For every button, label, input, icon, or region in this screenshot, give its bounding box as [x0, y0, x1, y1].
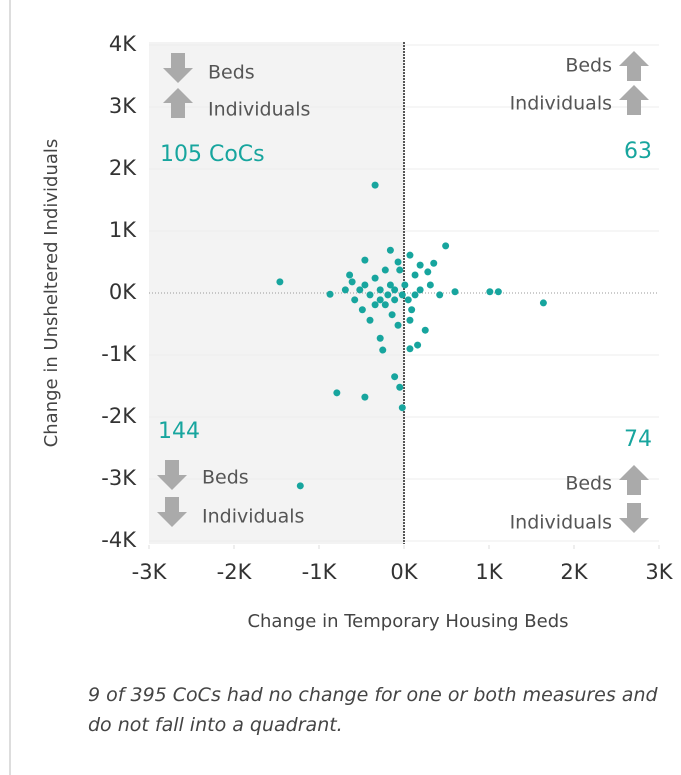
x-tick-label: 1K — [475, 560, 503, 584]
quadrant-label: Individuals — [510, 512, 612, 534]
point — [416, 261, 424, 269]
point — [333, 389, 341, 397]
x-tick-label: 2K — [560, 560, 588, 584]
arrow-icon — [619, 51, 649, 81]
point — [376, 296, 384, 304]
point — [296, 482, 304, 490]
point — [356, 286, 364, 294]
arrow-icon — [163, 88, 193, 118]
point — [398, 291, 406, 299]
arrow-icon — [619, 85, 649, 115]
point — [391, 296, 399, 304]
quadrant-label: Beds — [565, 473, 612, 495]
point — [381, 266, 389, 274]
x-tick-label: 3K — [645, 560, 673, 584]
quadrant-label: Individuals — [510, 93, 612, 115]
point — [381, 301, 389, 309]
y-tick-label: -3K — [101, 466, 137, 490]
point — [408, 306, 416, 314]
point — [494, 288, 502, 296]
point — [486, 288, 494, 296]
point — [366, 316, 374, 324]
quadrant-count: 105 CoCs — [160, 142, 265, 167]
arrow-icon — [619, 503, 649, 533]
point — [421, 326, 429, 334]
y-axis-title: Change in Unsheltered Individuals — [41, 139, 62, 448]
point — [401, 281, 409, 289]
quadrant-label: Beds — [565, 55, 612, 77]
point — [376, 286, 384, 294]
point — [451, 288, 459, 296]
quadrant-label: Beds — [202, 467, 249, 489]
footnote: 9 of 395 CoCs had no change for one or b… — [88, 684, 658, 736]
point — [404, 296, 412, 304]
x-tick-label: -2K — [217, 560, 253, 584]
point — [361, 256, 369, 264]
point — [442, 242, 450, 250]
quadrant-label: Individuals — [208, 99, 310, 121]
point — [406, 251, 414, 259]
point — [346, 271, 354, 279]
point — [384, 291, 392, 299]
point — [341, 286, 349, 294]
quadrant-count: 63 — [624, 139, 652, 164]
y-tick-label: -2K — [101, 404, 137, 428]
point — [376, 334, 384, 342]
point — [414, 341, 422, 349]
arrow-icon — [157, 460, 187, 490]
x-tick-label: -1K — [302, 560, 338, 584]
y-tick-label: 0K — [109, 280, 137, 304]
point — [396, 266, 404, 274]
point — [406, 345, 414, 353]
y-tick-label: 2K — [109, 156, 137, 180]
quadrant-count: 144 — [158, 419, 200, 444]
point — [430, 259, 438, 267]
point — [539, 299, 547, 307]
x-tick-label: -3K — [132, 560, 168, 584]
point — [366, 291, 374, 299]
quadrant-count: 74 — [624, 427, 652, 452]
x-tick-label: 0K — [390, 560, 418, 584]
point — [396, 383, 404, 391]
point — [416, 286, 424, 294]
point — [424, 268, 432, 276]
point — [386, 246, 394, 254]
quadrant-label: Beds — [208, 62, 255, 84]
point — [406, 316, 414, 324]
point — [391, 373, 399, 381]
arrow-icon — [619, 465, 649, 495]
point — [358, 306, 366, 314]
arrow-icon — [157, 497, 187, 527]
point — [411, 271, 419, 279]
y-tick-label: -1K — [101, 342, 137, 366]
point — [379, 346, 387, 354]
point — [371, 181, 379, 189]
point — [386, 281, 394, 289]
point — [426, 281, 434, 289]
point — [361, 393, 369, 401]
point — [411, 291, 419, 299]
point — [436, 291, 444, 299]
y-tick-label: -4K — [101, 528, 137, 552]
quadrant-label: Individuals — [202, 506, 304, 528]
point — [276, 278, 284, 286]
point — [391, 286, 399, 294]
point — [371, 274, 379, 282]
point — [394, 321, 402, 329]
point — [351, 296, 359, 304]
point — [361, 281, 369, 289]
point — [398, 404, 406, 412]
point — [394, 258, 402, 266]
x-axis-title: Change in Temporary Housing Beds — [247, 611, 568, 632]
point — [371, 301, 379, 309]
y-tick-label: 3K — [109, 94, 137, 118]
y-tick-label: 1K — [109, 218, 137, 242]
point — [348, 278, 356, 286]
arrow-icon — [163, 53, 193, 83]
point — [388, 311, 396, 319]
y-tick-label: 4K — [109, 32, 137, 56]
point — [326, 290, 334, 298]
